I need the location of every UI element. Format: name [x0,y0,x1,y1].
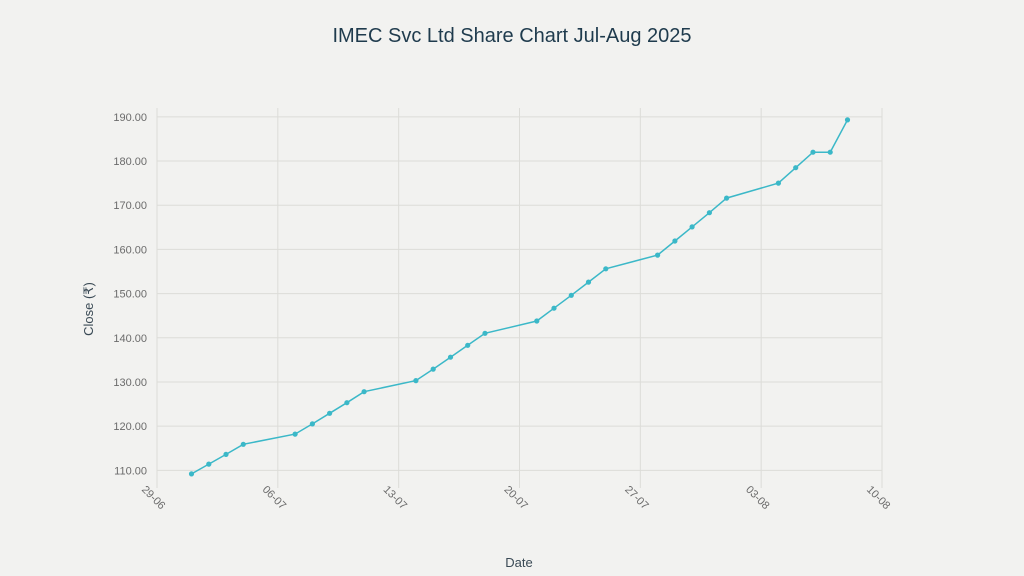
data-point [793,165,799,171]
data-point [240,441,246,447]
x-tick-label: 10-08 [864,484,892,512]
x-tick-label: 20-07 [501,484,529,512]
data-point [585,279,592,285]
data-point [810,149,816,155]
y-tick-label: 160.00 [113,244,147,256]
grid-lines [156,108,883,488]
x-tick-label: 06-07 [260,484,288,512]
x-tick-label: 13-07 [381,484,409,512]
data-point [603,266,609,272]
y-tick-label: 190.00 [113,112,147,124]
y-tick-label: 180.00 [113,156,147,168]
data-point [706,210,713,216]
y-tick-label: 120.00 [113,421,147,433]
data-point [534,318,540,324]
chart-title: IMEC Svc Ltd Share Chart Jul-Aug 2025 [332,25,691,47]
x-axis-label: Date [505,555,532,570]
data-point [206,461,212,467]
data-point [413,378,419,384]
x-tick-label: 27-07 [622,484,650,512]
data-point [309,421,315,427]
data-point [844,117,851,123]
data-point [430,366,436,372]
y-tick-label: 150.00 [113,289,147,301]
y-tick-label: 140.00 [113,333,147,345]
data-point [827,149,833,155]
y-axis-label: Close (₹) [81,282,96,336]
data-point [724,195,730,201]
data-point [465,342,471,348]
x-tick-label: 29-06 [139,484,167,512]
data-point [223,451,229,457]
data-point [655,252,661,258]
data-point [482,330,488,336]
data-point [447,354,454,360]
data-point [361,389,367,395]
data-point [344,400,350,406]
data-point [672,238,678,244]
data-point [551,305,557,311]
x-tick-label: 03-08 [743,484,771,512]
data-point [327,410,333,416]
data-point [568,292,574,298]
data-point [689,224,695,230]
y-tick-label: 130.00 [113,377,147,389]
series-line-group [188,117,851,477]
y-tick-label: 110.00 [114,465,147,477]
y-tick-label: 170.00 [113,200,147,212]
data-point [775,180,782,186]
data-point [292,431,298,437]
data-point [188,471,195,477]
